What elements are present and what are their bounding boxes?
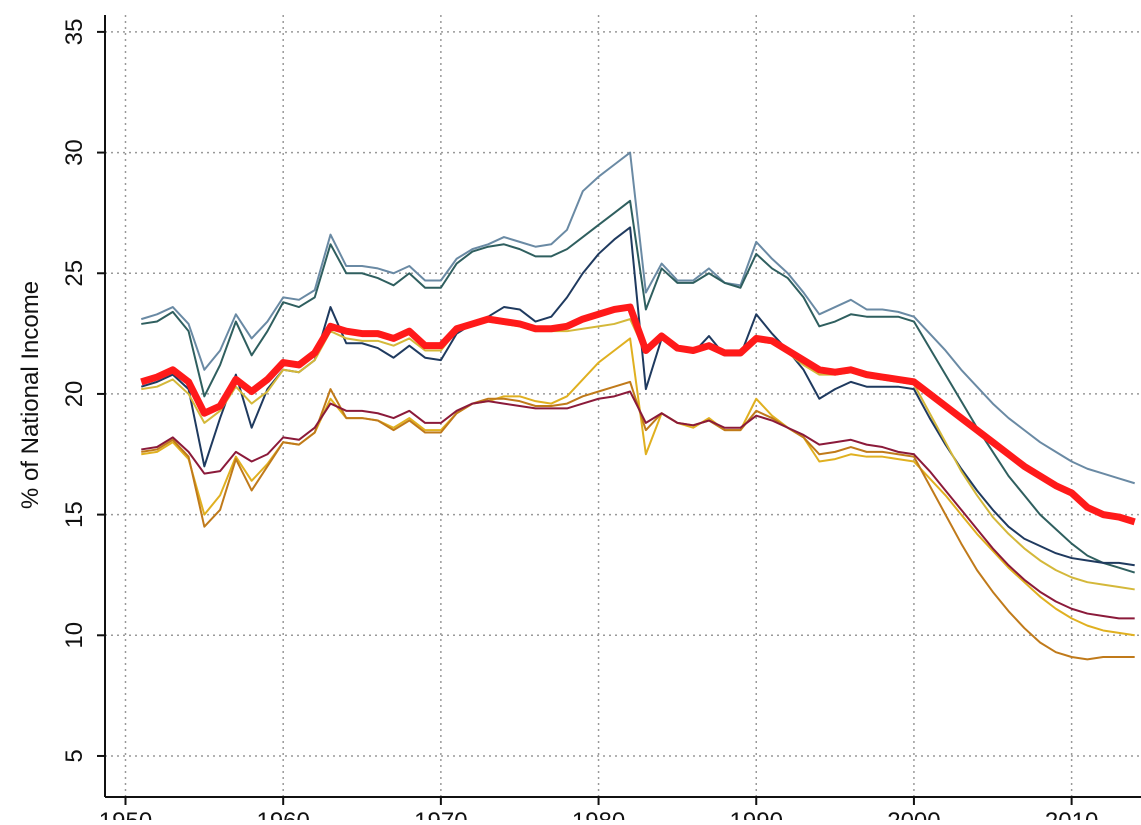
y-tick-label: 30 (61, 139, 88, 166)
x-tick-label: 1980 (572, 808, 625, 820)
x-tick-label: 2010 (1045, 808, 1098, 820)
x-tick-label: 1990 (730, 808, 783, 820)
series-line (141, 318, 1135, 591)
series-line (141, 337, 1135, 637)
y-tick-label: 15 (61, 501, 88, 528)
series-line (140, 303, 1136, 526)
y-tick-label: 5 (61, 749, 88, 762)
series-line (141, 199, 1135, 574)
y-tick-label: 35 (61, 19, 88, 46)
x-tick-label: 2000 (887, 808, 940, 820)
series-line (141, 390, 1135, 620)
y-tick-label: 20 (61, 381, 88, 408)
series-line (141, 380, 1135, 661)
x-tick-label: 1960 (256, 808, 309, 820)
series-line (140, 151, 1135, 485)
x-tick-label: 1970 (414, 808, 467, 820)
y-tick-label: 10 (61, 622, 88, 649)
x-tick-label: 1950 (99, 808, 152, 820)
y-tick-label: 25 (61, 260, 88, 287)
y-axis-label: % of National Income (17, 281, 44, 509)
